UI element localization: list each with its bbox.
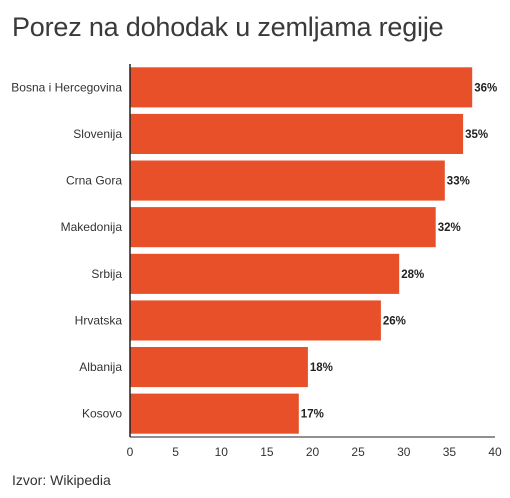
data-label: 33% — [447, 176, 470, 188]
data-label: 35% — [465, 129, 488, 141]
x-tick-label: 40 — [488, 445, 502, 459]
x-tick-label: 20 — [306, 445, 320, 459]
source-note: Izvor: Wikipedia — [12, 472, 111, 488]
bar — [130, 207, 436, 248]
category-label: Slovenija — [73, 127, 122, 141]
x-tick-label: 25 — [351, 445, 365, 459]
category-label: Kosovo — [82, 407, 122, 421]
bar — [130, 300, 381, 341]
data-label: 26% — [383, 315, 406, 327]
category-label: Makedonija — [61, 220, 123, 234]
data-label: 36% — [474, 82, 497, 94]
data-label: 18% — [310, 362, 333, 374]
category-label: Crna Gora — [66, 174, 122, 188]
data-label: 32% — [438, 222, 461, 234]
x-tick-label: 15 — [260, 445, 274, 459]
x-tick-label: 0 — [127, 445, 134, 459]
x-tick-label: 35 — [443, 445, 457, 459]
bar-chart: Bosna i Hercegovina 36% Slovenija 35% Crna G… — [11, 64, 502, 459]
x-tick-label: 10 — [215, 445, 229, 459]
category-label: Hrvatska — [75, 313, 123, 327]
bar — [130, 160, 445, 201]
chart-title: Porez na dohodak u zemljama regije — [12, 12, 444, 42]
bar — [130, 67, 473, 108]
bar — [130, 253, 400, 294]
bar — [130, 113, 464, 154]
x-tick-label: 5 — [172, 445, 179, 459]
data-label: 28% — [401, 269, 424, 281]
data-label: 17% — [301, 409, 324, 421]
bar — [130, 393, 299, 434]
bar — [130, 347, 308, 388]
category-label: Albanija — [79, 360, 122, 374]
category-label: Srbija — [91, 267, 122, 281]
category-label: Bosna i Hercegovina — [11, 80, 122, 94]
x-tick-label: 30 — [397, 445, 411, 459]
